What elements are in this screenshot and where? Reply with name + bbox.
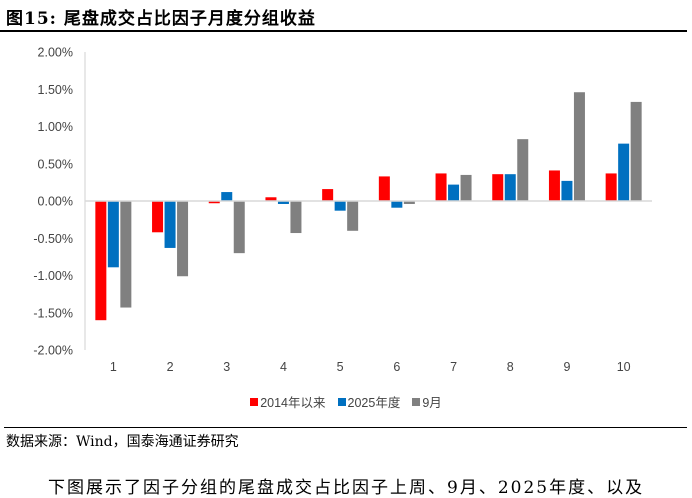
y-tick-label: 1.50% (38, 83, 73, 97)
y-tick-label: -1.50% (33, 306, 73, 320)
bar (322, 189, 334, 201)
legend-swatch (412, 397, 421, 406)
y-tick-label: -1.00% (33, 269, 73, 283)
y-tick-label: 0.00% (38, 195, 73, 209)
bar (573, 92, 585, 201)
x-tick-label: 1 (110, 360, 117, 374)
y-tick-label: -0.50% (33, 232, 73, 246)
bar (460, 174, 472, 201)
legend-label: 2014年以来 (260, 396, 326, 410)
bar (152, 201, 164, 233)
bar (177, 201, 189, 277)
bar (265, 197, 277, 201)
bar (630, 101, 642, 201)
figure-title: 图15: 尾盘成交占比因子月度分组收益 (6, 9, 316, 29)
x-tick-label: 5 (337, 360, 344, 374)
bar (120, 201, 132, 308)
source-divider (4, 427, 687, 428)
bar (347, 201, 359, 231)
y-tick-label: 0.50% (38, 157, 73, 171)
legend-item: 2025年度 (337, 392, 401, 411)
bar (208, 201, 220, 204)
x-tick-label: 2 (167, 360, 174, 374)
bar (504, 174, 516, 201)
legend-label: 2025年度 (347, 396, 401, 410)
bar (605, 173, 617, 201)
bar (277, 201, 289, 204)
legend-item: 2014年以来 (250, 392, 326, 411)
bar (403, 201, 415, 204)
x-tick-label: 7 (450, 360, 457, 374)
x-tick-label: 9 (563, 360, 570, 374)
x-tick-label: 8 (507, 360, 514, 374)
body-paragraph: 下图展示了因子分组的尾盘成交占比因子上周、9月、2025年度、以及 (48, 478, 645, 498)
bar (290, 201, 302, 234)
bar (618, 143, 630, 201)
x-tick-label: 10 (617, 360, 631, 374)
title-underline (0, 30, 687, 32)
bar (95, 201, 107, 321)
legend-swatch (337, 397, 346, 406)
x-tick-label: 6 (393, 360, 400, 374)
bar (517, 139, 529, 201)
bar (164, 201, 176, 248)
legend-label: 9月 (422, 396, 442, 410)
bar (378, 176, 390, 201)
y-tick-label: 1.00% (38, 120, 73, 134)
bar-chart: 2.00% 1.50% 1.00% 0.50% 0.00% -0.50% -1.00% -1.… (33, 46, 652, 374)
x-tick-label: 4 (280, 360, 287, 374)
bar (107, 201, 119, 268)
legend: 2014年以来 2025年度 9月 (0, 392, 692, 411)
source-note: 数据来源：Wind，国泰海通证券研究 (6, 434, 239, 450)
bar (435, 173, 447, 201)
bar (391, 201, 403, 208)
legend-item: 9月 (412, 392, 442, 411)
bar (561, 180, 573, 201)
bar (334, 201, 346, 211)
x-tick-label: 3 (223, 360, 230, 374)
bar (548, 170, 560, 201)
y-tick-label: -2.00% (33, 344, 73, 358)
bar (233, 201, 245, 254)
bar (221, 192, 233, 201)
bar (492, 174, 504, 201)
legend-swatch (250, 397, 259, 406)
bar (448, 184, 460, 201)
y-tick-label: 2.00% (38, 46, 73, 60)
